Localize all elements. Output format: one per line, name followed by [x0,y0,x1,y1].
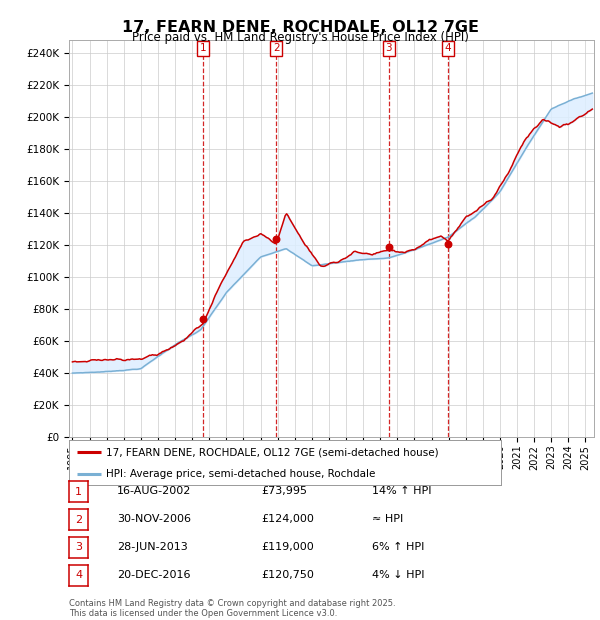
Text: 2: 2 [75,515,82,525]
Text: 17, FEARN DENE, ROCHDALE, OL12 7GE (semi-detached house): 17, FEARN DENE, ROCHDALE, OL12 7GE (semi… [106,447,439,458]
Point [384,242,394,252]
Text: ≈ HPI: ≈ HPI [372,514,403,524]
Text: £120,750: £120,750 [261,570,314,580]
Text: Contains HM Land Registry data © Crown copyright and database right 2025.
This d: Contains HM Land Registry data © Crown c… [69,599,395,618]
Point [198,314,208,324]
Text: 14% ↑ HPI: 14% ↑ HPI [372,486,431,496]
Text: 4% ↓ HPI: 4% ↓ HPI [372,570,425,580]
Text: 4: 4 [75,570,82,580]
Text: 6% ↑ HPI: 6% ↑ HPI [372,542,424,552]
Text: 2: 2 [273,43,280,53]
Point [271,234,281,244]
Text: 1: 1 [75,487,82,497]
Text: 1: 1 [200,43,206,53]
Text: £119,000: £119,000 [261,542,314,552]
Text: HPI: Average price, semi-detached house, Rochdale: HPI: Average price, semi-detached house,… [106,469,375,479]
Text: 3: 3 [385,43,392,53]
Text: 20-DEC-2016: 20-DEC-2016 [117,570,191,580]
Text: 17, FEARN DENE, ROCHDALE, OL12 7GE: 17, FEARN DENE, ROCHDALE, OL12 7GE [121,20,479,35]
Text: £73,995: £73,995 [261,486,307,496]
Text: 4: 4 [445,43,451,53]
Text: Price paid vs. HM Land Registry's House Price Index (HPI): Price paid vs. HM Land Registry's House … [131,31,469,44]
Text: 30-NOV-2006: 30-NOV-2006 [117,514,191,524]
Text: 3: 3 [75,542,82,552]
Text: 28-JUN-2013: 28-JUN-2013 [117,542,188,552]
Text: £124,000: £124,000 [261,514,314,524]
Point [443,239,453,249]
Text: 16-AUG-2002: 16-AUG-2002 [117,486,191,496]
